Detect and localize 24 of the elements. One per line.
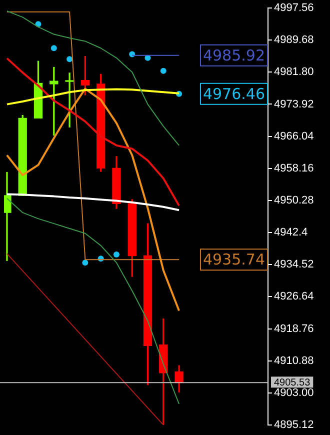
data-label: 4935.74	[202, 250, 265, 269]
y-tick-label: 4981.80	[274, 66, 314, 78]
candlestick	[4, 172, 12, 261]
point	[160, 68, 166, 74]
data-label: 4985.92	[202, 46, 265, 64]
y-tick-label: 4903.00	[274, 386, 314, 399]
y-tick-label: 4942.4	[274, 226, 308, 239]
y-tick-label: 4958.16	[274, 162, 314, 174]
data-label: 4976.46	[202, 84, 265, 103]
y-tick-label: 4950.28	[274, 194, 314, 206]
y-tick-label: 4934.52	[274, 258, 314, 271]
y-tick-label: 4966.04	[274, 130, 314, 142]
y-tick-label: 4918.76	[274, 322, 314, 335]
y-tick-label: 4895.12	[274, 419, 314, 432]
y-tick-label: 4997.56	[274, 2, 314, 14]
point	[113, 252, 120, 258]
y-tick-label: 4910.88	[274, 354, 314, 367]
y-tick-label: 4989.68	[274, 34, 314, 46]
y-tick-label: 4973.92	[274, 98, 314, 110]
ref-line-label: 4905.53	[274, 377, 311, 388]
point	[82, 260, 88, 266]
y-tick-label: 4926.64	[274, 290, 314, 303]
point	[50, 45, 57, 52]
point	[66, 56, 73, 62]
